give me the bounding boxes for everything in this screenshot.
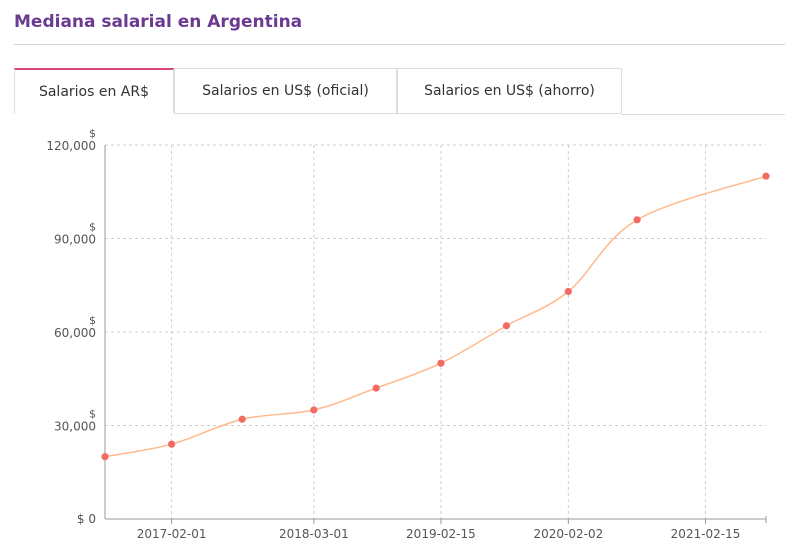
tab-salarios-usd-oficial[interactable]: Salarios en US$ (oficial) <box>174 68 397 114</box>
page-title: Mediana salarial en Argentina <box>14 12 303 32</box>
y-tick-label: $ 0 <box>77 512 96 526</box>
y-tick-label: 60,000 <box>54 326 96 340</box>
tab-label: Salarios en US$ (oficial) <box>202 83 369 99</box>
data-point <box>762 172 770 180</box>
data-point <box>437 359 445 367</box>
y-tick-unit: $ <box>89 221 96 234</box>
tabs-divider <box>622 114 785 115</box>
tab-salarios-usd-ahorro[interactable]: Salarios en US$ (ahorro) <box>397 68 622 114</box>
y-tick-label: 120,000 <box>46 139 96 153</box>
title-divider <box>14 44 785 45</box>
tab-label: Salarios en US$ (ahorro) <box>424 83 595 99</box>
data-point <box>502 322 511 330</box>
data-point <box>633 216 641 224</box>
x-tick-label: 2021-02-15 <box>671 527 741 541</box>
data-point <box>564 287 572 296</box>
y-tick-unit: $ <box>89 128 96 140</box>
x-tick-label: 2020-02-02 <box>533 527 603 541</box>
series-line <box>104 175 767 458</box>
x-tick-label: 2018-03-01 <box>279 527 349 541</box>
data-point <box>310 406 318 414</box>
y-tick-label: 30,000 <box>54 420 96 434</box>
data-point <box>372 384 380 392</box>
y-tick-label: 90,000 <box>54 233 96 247</box>
salary-line-chart: $ 0$30,000$60,000$90,000$120,0002017-02-… <box>46 128 770 541</box>
data-point <box>101 453 109 461</box>
tab-salarios-ars[interactable]: Salarios en AR$ <box>14 68 174 114</box>
y-tick-unit: $ <box>89 314 96 327</box>
tab-label: Salarios en AR$ <box>38 83 150 100</box>
x-tick-label: 2017-02-01 <box>137 527 207 541</box>
x-tick-label: 2019-02-15 <box>406 527 476 541</box>
y-tick-unit: $ <box>89 408 96 421</box>
data-point <box>238 415 246 423</box>
data-point <box>168 440 176 448</box>
